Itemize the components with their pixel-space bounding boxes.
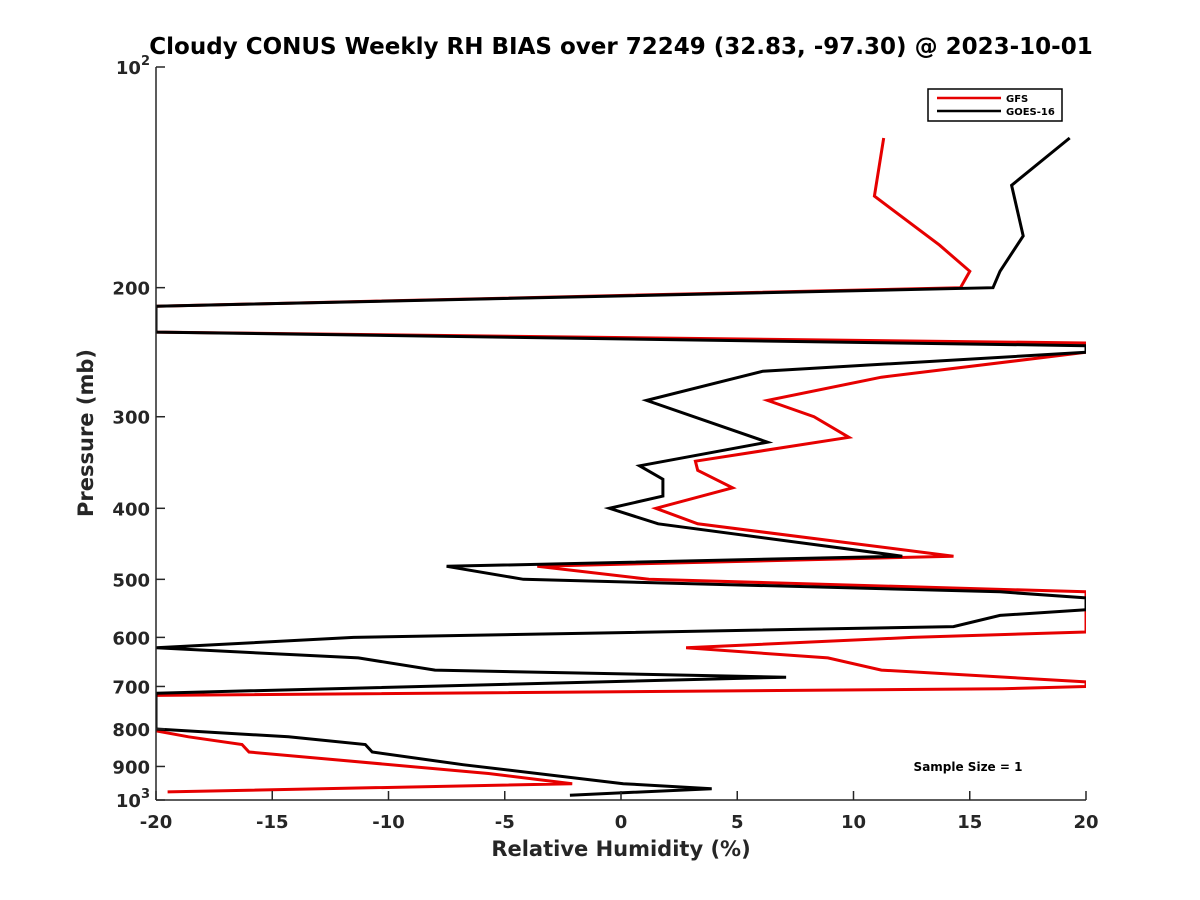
y-tick-label: 900 [112,757,150,778]
x-tick-label: -20 [140,812,173,833]
y-axis-label: Pressure (mb) [74,349,98,517]
series-line-gfs [156,137,1086,794]
y-tick-label: 200 [112,279,150,300]
x-tick-label: 0 [615,812,628,833]
y-tick-label: 700 [112,677,150,698]
y-tick-label: 103 [116,787,150,812]
x-axis-label: Relative Humidity (%) [491,837,750,861]
x-tick-label: -10 [372,812,405,833]
y-tick-label: 800 [112,720,150,741]
legend-box [927,88,1063,122]
x-tick-label: 5 [731,812,744,833]
x-tick-label: 20 [1073,812,1098,833]
legend: GFS GOES-16 [927,88,1063,122]
legend-label: GOES-16 [1006,107,1055,118]
y-tick-label: 600 [112,628,150,649]
x-tick-label: -5 [495,812,515,833]
y-tick-label: 102 [116,54,150,79]
legend-label: GFS [1006,94,1028,105]
y-tick-label: 300 [112,408,150,429]
x-tick-label: 10 [841,812,866,833]
sample-size-annotation: Sample Size = 1 [914,760,1023,774]
x-tick-label: 15 [957,812,982,833]
series-layer [156,136,1086,797]
chart-title: Cloudy CONUS Weekly RH BIAS over 72249 (… [149,34,1092,60]
y-tick-label: 400 [112,499,150,520]
y-tick-label: 500 [112,570,150,591]
x-tick-label: -15 [256,812,289,833]
series-line-goes-16 [156,136,1086,797]
axes-layer: -20 -15 -10 -5 0 5 10 15 20 102 200 300 400 500 600 700… [112,54,1098,833]
